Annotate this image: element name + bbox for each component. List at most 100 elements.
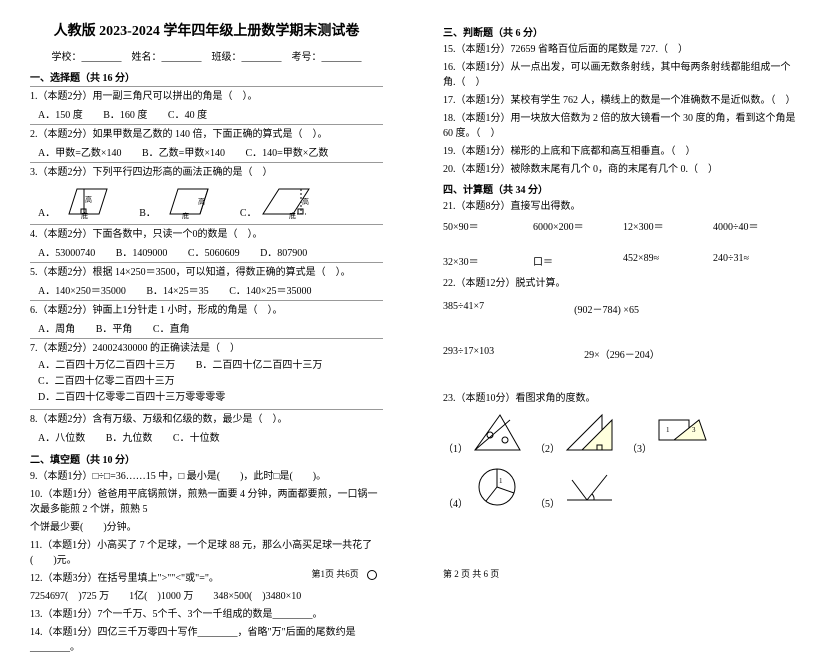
svg-text:高: 高: [302, 197, 309, 206]
q4-a: A．53000740: [38, 244, 95, 259]
parallelogram-a-icon: 高底: [59, 184, 109, 219]
q1-a: A．150 度: [38, 106, 83, 121]
q8: 8.（本题2分）含有万级、万级和亿级的数，最少是（ ）。 A．八位数 B．九位数…: [30, 409, 383, 447]
parallelogram-b-icon: 高底: [160, 184, 210, 219]
q1-opts: A．150 度 B．160 度 C．40 度: [30, 104, 383, 123]
section-1-head: 一、选择题（共 16 分）: [30, 69, 383, 84]
q8-b: B．九位数: [106, 429, 153, 444]
f10: 10.（本题1分）爸爸用平底锅煎饼，煎熟一面要 4 分钟，两面都要煎，一口锅一次…: [30, 487, 383, 517]
q3-b-label: B．: [139, 204, 156, 219]
q7-opts: A．二百四十万亿二百四十三万 B．二百四十亿二百四十三万 C．二百四十亿零二百四…: [30, 356, 383, 408]
q2: 2.（本题2分）如果甲数是乙数的 140 倍，下面正确的算式是（ ）。 A．甲数…: [30, 124, 383, 162]
q5-stem: 5.（本题2分）根据 14×250＝3500，可以知道，得数正确的算式是（ ）。: [30, 266, 383, 280]
q6-b: B．平角: [96, 320, 133, 335]
c23-figs: （1） （2） （3）: [443, 410, 796, 510]
q3-stem: 3.（本题2分）下列平行四边形高的画法正确的是（ ）: [30, 166, 383, 180]
q6-c: C．直角: [153, 320, 190, 335]
c21-0: 50×90＝: [443, 218, 503, 233]
q3-a-label: A．: [38, 204, 55, 219]
q4-opts: A．53000740 B．1409000 C．5060609 D．807900: [30, 242, 383, 261]
q1-b: B．160 度: [103, 106, 147, 121]
angle-4-icon: 1: [470, 465, 525, 510]
svg-text:底: 底: [182, 211, 189, 219]
q8-stem: 8.（本题2分）含有万级、万级和亿级的数，最少是（ ）。: [30, 413, 383, 427]
section-2-head: 二、填空题（共 10 分）: [30, 451, 383, 466]
f11: 11.（本题1分）小高买了 7 个足球，一个足球 88 元，那么小高买足球一共花…: [30, 538, 383, 568]
q1-stem: 1.（本题2分）用一副三角尺可以拼出的角是（ ）。: [30, 90, 383, 104]
c21-1: 6000×200＝: [533, 218, 593, 233]
q4-c: C．5060609: [188, 244, 240, 259]
svg-text:高: 高: [85, 195, 92, 204]
svg-text:1: 1: [499, 477, 503, 485]
q5-b: B．14×25＝35: [146, 282, 208, 297]
q1-c: C．40 度: [168, 106, 207, 121]
q8-a: A．八位数: [38, 429, 85, 444]
footer-dot-icon: [367, 570, 377, 580]
footer-left: 第1页 共6页: [30, 567, 383, 580]
footer-left-text: 第1页 共6页: [311, 569, 358, 579]
q3-fig-b: B． 高底: [139, 184, 210, 219]
f13: 13.（本题1分）7个一千万、5个千、3个一千组成的数是________。: [30, 607, 383, 622]
q6: 6.（本题2分）钟面上1分针走 1 小时，形成的角是（ ）。 A．周角 B．平角…: [30, 300, 383, 338]
j16: 16.（本题1分）从一点出发，可以画无数条射线，其中每两条射线都能组成一个角.（…: [443, 60, 796, 90]
q6-stem: 6.（本题2分）钟面上1分针走 1 小时，形成的角是（ ）。: [30, 304, 383, 318]
c21-7: 240÷31≈: [713, 253, 773, 268]
j20: 20.（本题1分）被除数末尾有几个 0，商的末尾有几个 0.（ ）: [443, 162, 796, 177]
c21-3: 4000÷40＝: [713, 218, 773, 233]
svg-text:3: 3: [692, 426, 696, 434]
c22-c: 293÷17×103: [443, 346, 494, 361]
section-3-head: 三、判断题（共 6 分）: [443, 24, 796, 39]
page-1: 人教版 2023-2024 学年四年级上册数学期末测试卷 学校：________…: [0, 0, 413, 584]
f12b: 7254697( )725 万 1亿( )1000 万 348×500( )34…: [30, 589, 383, 604]
q8-c: C．十位数: [173, 429, 220, 444]
angle-5-icon: [562, 465, 617, 510]
c22-d: 29×（296－204）: [584, 346, 660, 361]
c23-fig2: （2）: [535, 410, 617, 455]
c23-fig1: （1）: [443, 410, 525, 455]
j17: 17.（本题1分）某校有学生 762 人，横线上的数是一个准确数不是近似数。（ …: [443, 93, 796, 108]
c23-l4: （4）: [443, 495, 468, 510]
svg-text:高: 高: [198, 197, 205, 206]
q4-stem: 4.（本题2分）下面各数中，只读一个0的数是（ ）。: [30, 228, 383, 242]
c23-fig3: （3） 1 3: [627, 410, 709, 455]
student-header: 学校：________ 姓名：________ 班级：________ 考号：_…: [30, 48, 383, 63]
q5-c: C．140×25＝35000: [229, 282, 311, 297]
f14: 14.（本题1分）四亿三千万零四十写作________，省略"万"后面的尾数约是…: [30, 625, 383, 655]
q3-fig-a: A． 高底: [38, 184, 109, 219]
q6-opts: A．周角 B．平角 C．直角: [30, 318, 383, 337]
q7-c: C．二百四十亿零二百四十三万: [38, 374, 175, 390]
q3-fig-c: C． 高底: [240, 184, 311, 219]
angle-2-icon: [562, 410, 617, 455]
c23-fig4: （4） 1: [443, 465, 525, 510]
q1: 1.（本题2分）用一副三角尺可以拼出的角是（ ）。 A．150 度 B．160 …: [30, 86, 383, 124]
c21-5: 口＝: [533, 253, 593, 268]
section-4-head: 四、计算题（共 34 分）: [443, 181, 796, 196]
c23-l1: （1）: [443, 440, 468, 455]
q8-opts: A．八位数 B．九位数 C．十位数: [30, 427, 383, 446]
footer-right: 第 2 页 共 6 页: [443, 567, 796, 580]
svg-text:底: 底: [81, 211, 88, 219]
c21-stem: 21.（本题8分）直接写出得数。: [443, 199, 796, 214]
c21-grid: 50×90＝ 6000×200＝ 12×300＝ 4000÷40＝ 32×30＝…: [443, 218, 796, 268]
c23-fig5: （5）: [535, 465, 617, 510]
c23-stem: 23.（本题10分）看图求角的度数。: [443, 391, 796, 406]
svg-text:底: 底: [289, 211, 296, 219]
q4-d: D．807900: [260, 244, 307, 259]
c21-2: 12×300＝: [623, 218, 683, 233]
j18: 18.（本题1分）用一块放大倍数为 2 倍的放大镜看一个 30 度的角，看到这个…: [443, 111, 796, 141]
j19: 19.（本题1分）梯形的上底和下底都和高互相垂直。（ ）: [443, 144, 796, 159]
c22-stem: 22.（本题12分）脱式计算。: [443, 276, 796, 291]
q4-b: B．1409000: [116, 244, 168, 259]
c23-l5: （5）: [535, 495, 560, 510]
f10b: 个饼最少要( )分钟。: [30, 520, 383, 535]
q7: 7.（本题2分）24002430000 的正确读法是（ ） A．二百四十万亿二百…: [30, 338, 383, 409]
q3: 3.（本题2分）下列平行四边形高的画法正确的是（ ） A． 高底 B．: [30, 162, 383, 224]
q7-d: D．二百四十亿零零二百四十三万零零零零: [38, 390, 225, 406]
c23-l2: （2）: [535, 440, 560, 455]
q7-a: A．二百四十万亿二百四十三万: [38, 358, 175, 374]
q5: 5.（本题2分）根据 14×250＝3500，可以知道，得数正确的算式是（ ）。…: [30, 262, 383, 300]
c23-l3: （3）: [627, 440, 652, 455]
q2-stem: 2.（本题2分）如果甲数是乙数的 140 倍，下面正确的算式是（ ）。: [30, 128, 383, 142]
q3-c-label: C．: [240, 204, 257, 219]
svg-text:1: 1: [666, 426, 670, 434]
